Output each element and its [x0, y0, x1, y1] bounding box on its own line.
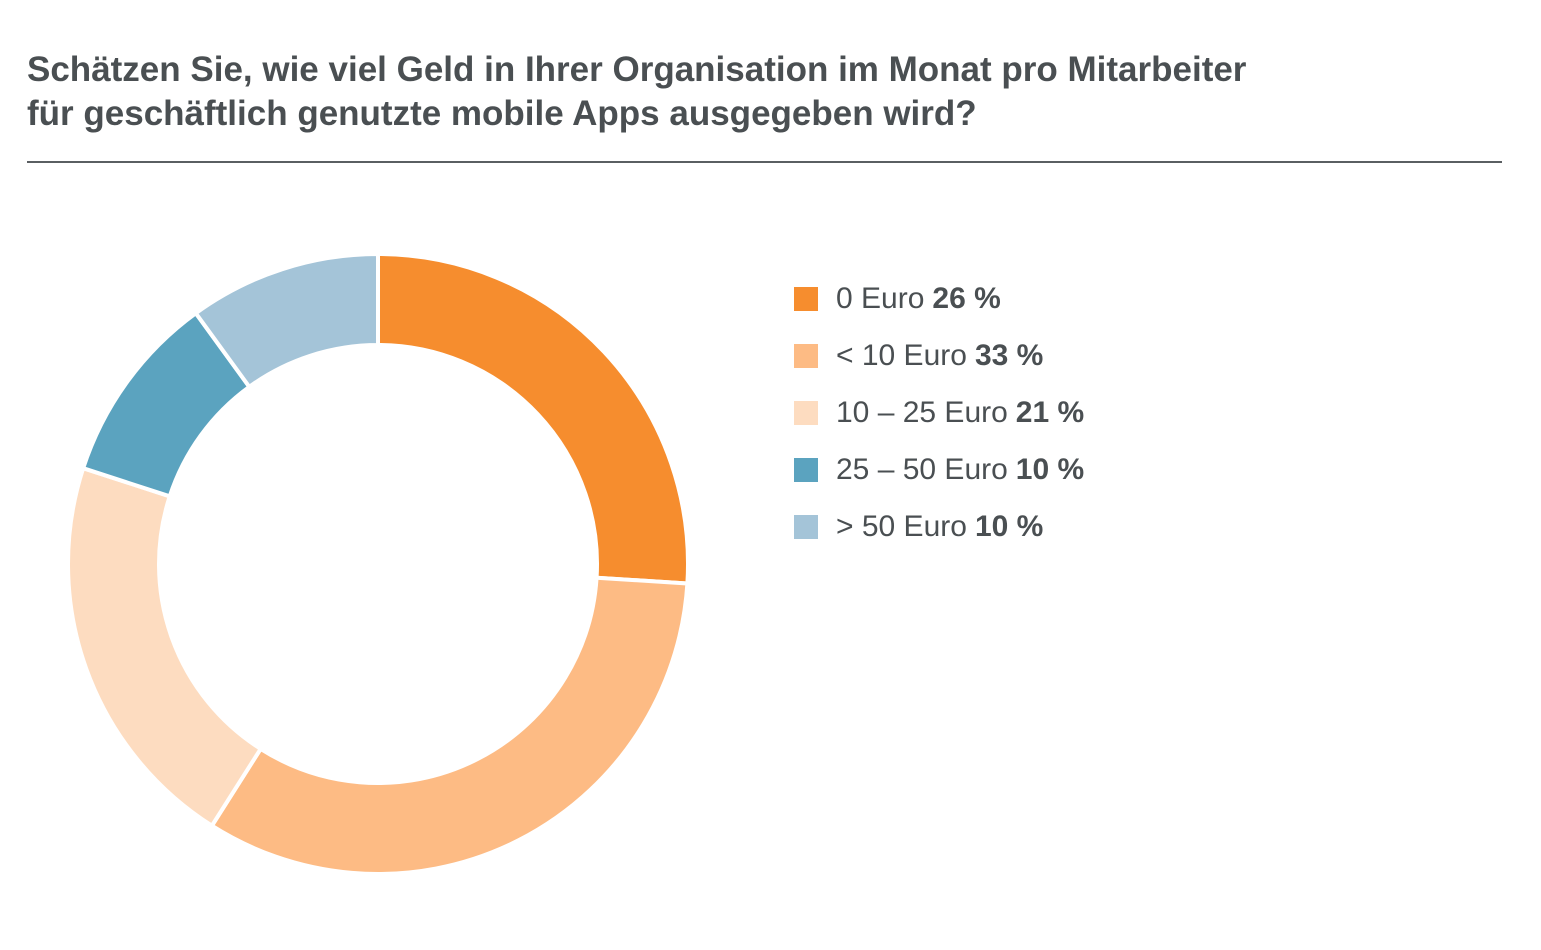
legend-item: > 50 Euro 10 %	[794, 506, 1084, 548]
legend-swatch	[794, 344, 818, 368]
legend-value: 21 %	[1015, 396, 1085, 429]
donut-slices	[66, 251, 690, 876]
legend-item: 25 – 50 Euro 10 %	[794, 449, 1084, 491]
donut-slice	[192, 251, 380, 390]
legend-swatch	[794, 287, 818, 311]
chart-title: Schätzen Sie, wie viel Geld in Ihrer Org…	[27, 48, 1487, 136]
donut-chart	[66, 251, 690, 876]
legend-value: 26 %	[932, 282, 1001, 315]
chart-legend: 0 Euro 26 % < 10 Euro 33 % 10 – 25 Euro …	[794, 278, 1084, 563]
legend-item: < 10 Euro 33 %	[794, 335, 1084, 377]
legend-swatch	[794, 458, 818, 482]
legend-swatch	[794, 515, 818, 539]
legend-value: 10 %	[974, 510, 1044, 543]
legend-value: 10 %	[1015, 453, 1085, 486]
legend-item: 10 – 25 Euro 21 %	[794, 392, 1084, 434]
legend-label: 25 – 50 Euro	[836, 453, 1008, 486]
legend-item: 0 Euro 26 %	[794, 278, 1084, 320]
title-divider	[27, 161, 1502, 163]
chart-title-line-1: Schätzen Sie, wie viel Geld in Ihrer Org…	[27, 50, 1247, 89]
donut-slice	[376, 251, 690, 586]
legend-label: > 50 Euro	[836, 510, 967, 543]
donut-slice	[209, 575, 690, 876]
legend-label: < 10 Euro	[836, 339, 967, 372]
donut-slice	[66, 465, 264, 829]
legend-label: 10 – 25 Euro	[836, 396, 1008, 429]
chart-title-line-2: für geschäftlich genutzte mobile Apps au…	[27, 94, 977, 133]
legend-swatch	[794, 401, 818, 425]
legend-value: 33 %	[974, 339, 1044, 372]
legend-label: 0 Euro	[836, 282, 925, 315]
